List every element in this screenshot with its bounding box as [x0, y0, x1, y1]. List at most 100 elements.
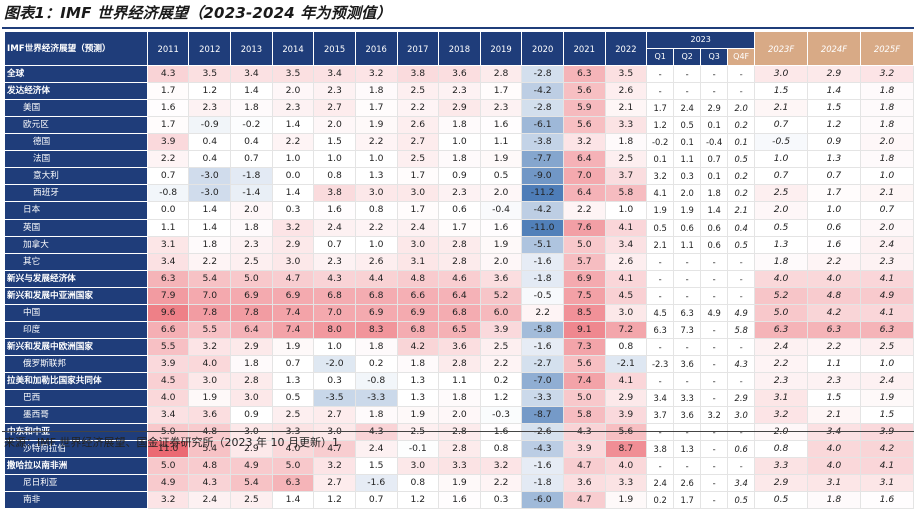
growth-cell: 1.0	[271, 150, 315, 169]
quarter-cell: -	[700, 286, 729, 305]
growth-cell: -6.1	[521, 116, 564, 135]
forecast-cell: 3.9	[859, 423, 915, 442]
quarter-header: Q3	[700, 48, 729, 67]
quarter-cell: 2.9	[700, 99, 729, 118]
growth-cell: 2.8	[438, 440, 481, 459]
growth-cell: 8.0	[313, 320, 356, 339]
growth-cell: 1.5	[354, 457, 398, 476]
growth-cell: 3.2	[188, 337, 232, 356]
quarter-cell: -	[700, 457, 729, 476]
growth-cell: 3.8	[396, 65, 440, 84]
growth-cell: -5.8	[521, 320, 564, 339]
year-header: 2016	[354, 30, 398, 67]
growth-cell: 1.7	[438, 218, 481, 237]
forecast-cell: 1.9	[859, 388, 915, 408]
forecast-cell: 3.0	[754, 65, 809, 84]
growth-cell: 0.8	[396, 474, 440, 493]
quarter-cell: -	[673, 65, 702, 84]
forecast-cell: 0.8	[754, 440, 809, 459]
growth-cell: -2.7	[521, 354, 564, 373]
growth-cell: 2.9	[271, 235, 315, 254]
row-label: 英国	[4, 218, 148, 237]
growth-cell: 3.4	[146, 406, 190, 425]
growth-cell: 0.6	[438, 201, 481, 220]
growth-cell: -0.3	[479, 406, 523, 425]
growth-cell: 1.4	[230, 82, 273, 101]
quarter-cell: -	[727, 423, 756, 442]
forecast-cell: 2.1	[859, 184, 915, 203]
quarter-cell: 2.0	[673, 184, 702, 203]
growth-cell: 1.1	[438, 371, 481, 390]
forecast-cell: 1.8	[859, 99, 915, 118]
growth-cell: 1.9	[604, 491, 648, 509]
growth-cell: 2.0	[479, 252, 523, 271]
quarter-cell: 1.7	[646, 99, 675, 118]
forecast-cell: -0.5	[754, 133, 809, 152]
quarter-cell: 2.6	[673, 474, 702, 493]
growth-cell: 2.7	[396, 133, 440, 152]
bottom-rule	[2, 431, 914, 432]
row-label: 全球	[4, 65, 148, 84]
growth-cell: 3.4	[230, 65, 273, 84]
growth-cell: 2.5	[396, 150, 440, 169]
growth-cell: 3.5	[188, 65, 232, 84]
quarter-cell: -	[700, 65, 729, 84]
growth-cell: 1.9	[188, 388, 232, 408]
growth-cell: 3.2	[146, 491, 190, 509]
growth-cell: 0.7	[271, 354, 315, 373]
growth-cell: 0.2	[479, 371, 523, 390]
quarter-cell: -	[727, 269, 756, 288]
growth-cell: -0.2	[230, 116, 273, 135]
year-header: 2018	[438, 30, 481, 67]
forecast-cell: 2.9	[807, 65, 861, 84]
growth-cell: 6.8	[396, 320, 440, 339]
forecast-cell: 0.7	[754, 116, 809, 135]
row-label: 尼日利亚	[4, 474, 148, 493]
forecast-cell: 3.3	[754, 457, 809, 476]
growth-cell: -6.0	[521, 491, 564, 509]
growth-cell: 1.4	[188, 218, 232, 237]
growth-cell: 1.3	[271, 371, 315, 390]
row-label: 俄罗斯联邦	[4, 354, 148, 373]
growth-cell: 5.6	[562, 354, 606, 373]
growth-cell: -1.6	[521, 337, 564, 356]
growth-cell: -11.2	[521, 184, 564, 203]
growth-cell: 5.2	[479, 286, 523, 305]
quarter-group-header: 2023	[646, 30, 756, 50]
growth-cell: 6.9	[230, 286, 273, 305]
growth-cell: 7.5	[562, 286, 606, 305]
growth-cell: 1.8	[438, 116, 481, 135]
quarter-cell: -	[700, 491, 729, 509]
forecast-cell: 3.1	[859, 474, 915, 493]
forecast-cell: 1.3	[807, 150, 861, 169]
quarter-cell: -	[646, 65, 675, 84]
growth-cell: 7.4	[271, 303, 315, 322]
growth-cell: 4.1	[604, 269, 648, 288]
growth-cell: -2.8	[521, 65, 564, 84]
growth-cell: 3.7	[604, 167, 648, 186]
growth-cell: 6.9	[354, 303, 398, 322]
quarter-cell: -	[727, 286, 756, 305]
quarter-cell: 3.2	[646, 167, 675, 186]
growth-cell: -3.3	[354, 388, 398, 408]
forecast-year-header: 2024F	[807, 30, 861, 67]
growth-cell: 2.2	[354, 218, 398, 237]
table-row: 撒哈拉以南非洲 5.0 4.8 4.9 5.0 3.2 1.5 3.0 3.3 3.2 -1.6 4.…	[4, 457, 915, 476]
quarter-cell: -	[646, 286, 675, 305]
forecast-cell: 2.1	[754, 99, 809, 118]
growth-cell: 2.0	[479, 184, 523, 203]
quarter-cell: -	[700, 371, 729, 390]
growth-cell: 7.6	[562, 218, 606, 237]
forecast-cell: 2.2	[754, 354, 809, 373]
growth-cell: 1.2	[479, 388, 523, 408]
quarter-cell: 3.8	[646, 440, 675, 459]
growth-cell: 6.3	[562, 65, 606, 84]
growth-cell: 5.5	[146, 337, 190, 356]
growth-cell: 2.5	[604, 150, 648, 169]
growth-cell: -4.3	[521, 440, 564, 459]
growth-cell: 2.2	[396, 99, 440, 118]
forecast-cell: 1.1	[807, 354, 861, 373]
growth-cell: 1.0	[313, 150, 356, 169]
growth-cell: 2.3	[479, 99, 523, 118]
quarter-cell: 7.3	[673, 320, 702, 339]
